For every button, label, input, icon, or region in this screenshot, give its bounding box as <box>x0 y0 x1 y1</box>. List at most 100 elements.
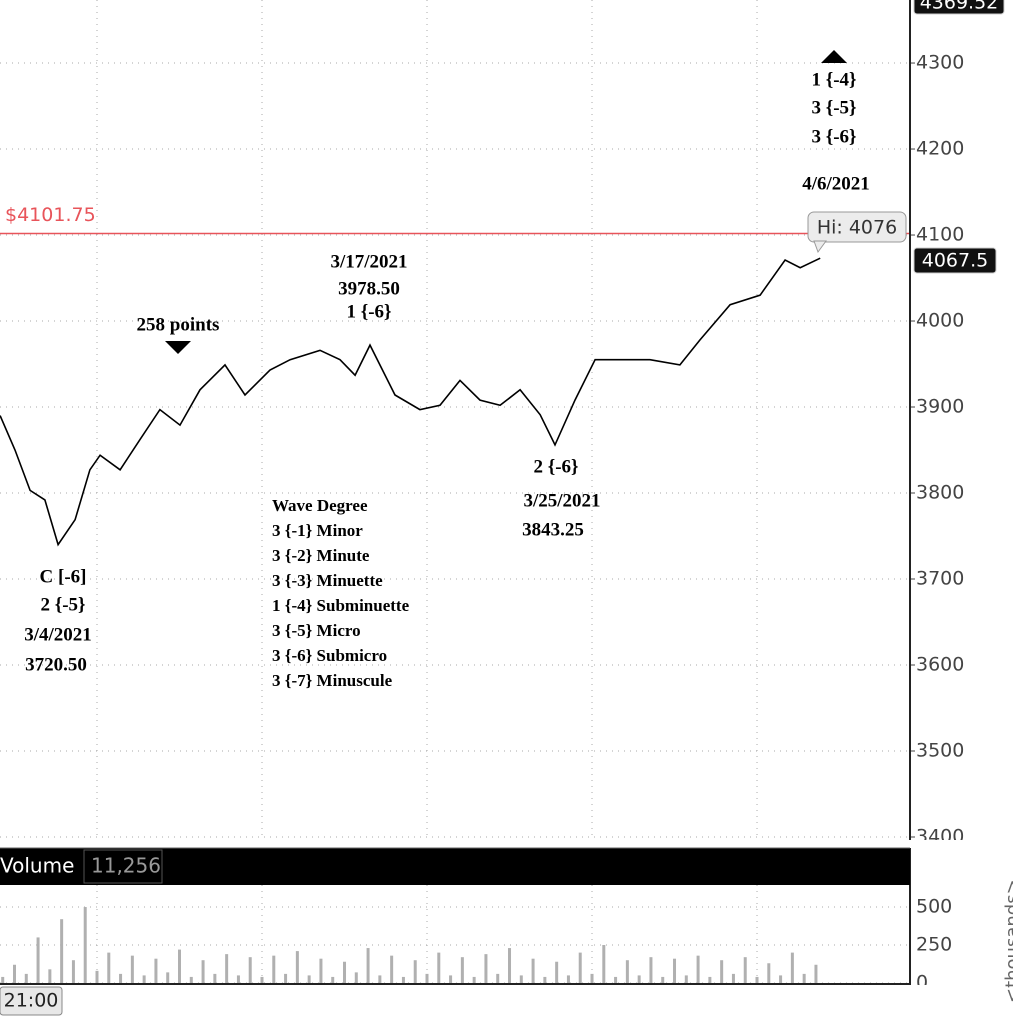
y-tick-label: 3700 <box>916 568 964 590</box>
y-tick-label: 4100 <box>916 224 964 246</box>
legend-entry: 3 {-1} Minor <box>272 521 363 540</box>
volume-bar <box>201 960 205 983</box>
volume-bar <box>767 963 771 983</box>
annotation: 3720.50 <box>25 654 87 675</box>
volume-bar <box>755 976 759 983</box>
y-tick-label: 4200 <box>916 138 964 160</box>
volume-bar <box>260 976 264 983</box>
legend-entry: 3 {-7} Minuscule <box>272 671 393 690</box>
annotation: 4/6/2021 <box>802 173 870 194</box>
volume-bar <box>390 955 394 983</box>
volume-bar <box>578 952 582 983</box>
volume-bar <box>661 976 665 983</box>
annotation: 1 {-4} <box>811 69 856 90</box>
volume-bar <box>508 948 512 983</box>
annotation: 3 {-5} <box>811 97 856 118</box>
volume-bar <box>602 945 606 983</box>
volume-bar <box>83 907 87 983</box>
annotation: 2 {-6} <box>533 456 578 477</box>
volume-bar <box>178 949 182 983</box>
volume-value: 11,256 <box>91 854 161 878</box>
volume-bar <box>460 957 464 983</box>
volume-bar <box>425 973 429 983</box>
volume-bar <box>637 975 641 983</box>
top-price-box <box>913 0 1005 15</box>
volume-bar <box>555 961 559 983</box>
volume-bar <box>331 976 335 983</box>
last-price-box <box>913 247 997 274</box>
volume-bar <box>142 975 146 983</box>
annotation: C [-6] <box>40 566 87 587</box>
volume-bar <box>625 960 629 983</box>
volume-bar <box>248 957 252 983</box>
volume-bar <box>36 937 40 983</box>
legend-entry: 3 {-2} Minute <box>272 546 370 565</box>
legend-title: Wave Degree <box>272 496 368 515</box>
annotation: 3843.25 <box>522 519 584 540</box>
annotation: 3/17/2021 <box>330 251 407 272</box>
volume-bar <box>236 975 240 983</box>
volume-bar <box>154 958 158 983</box>
volume-bar <box>213 973 217 983</box>
annotation: 258 points <box>137 314 220 335</box>
y-tick-label: 3800 <box>916 482 964 504</box>
volume-bar <box>731 973 735 983</box>
volume-bar <box>24 973 28 983</box>
legend-entry: 1 {-4} Subminuette <box>272 596 410 615</box>
annotation: 1 {-6} <box>346 301 391 322</box>
pane-divider <box>0 840 1013 848</box>
volume-bar <box>95 970 99 983</box>
volume-title: Volume <box>0 854 74 878</box>
volume-bar <box>472 976 476 983</box>
volume-bar <box>566 975 570 983</box>
volume-bar <box>295 951 299 983</box>
volume-axis-label: <thousands> <box>1002 879 1013 1003</box>
price-line <box>0 257 821 547</box>
arrow-down <box>165 341 191 354</box>
annotation: 2 {-5} <box>40 594 85 615</box>
y-tick-label: 500 <box>916 896 952 918</box>
y-tick-label: 3500 <box>916 739 964 761</box>
volume-bar <box>673 958 677 983</box>
volume-bar <box>614 976 618 983</box>
volume-bar <box>696 955 700 983</box>
volume-bar <box>319 958 323 983</box>
volume-bar <box>814 964 818 983</box>
high-callout-pointer <box>813 240 827 254</box>
volume-bar <box>60 919 64 983</box>
legend-entry: 3 {-3} Minuette <box>272 571 383 590</box>
volume-bar <box>284 973 288 983</box>
volume-bar <box>531 958 535 983</box>
volume-bar <box>189 976 193 983</box>
y-tick-label: 4300 <box>916 52 964 74</box>
volume-bar <box>401 976 405 983</box>
volume-bar <box>649 957 653 983</box>
volume-bar <box>48 969 52 983</box>
volume-bar <box>802 973 806 983</box>
y-tick-label: 4000 <box>916 310 964 332</box>
high-label: Hi: 4076 <box>817 217 897 239</box>
volume-bar <box>519 975 523 983</box>
volume-bar <box>708 976 712 983</box>
y-tick-label: 250 <box>916 934 952 956</box>
volume-bar <box>71 960 75 983</box>
volume-bar <box>12 964 16 983</box>
arrow-up <box>821 50 847 63</box>
volume-bar <box>119 973 123 983</box>
volume-bar <box>413 960 417 983</box>
volume-bar <box>437 952 441 983</box>
x-axis-strip <box>0 985 1013 1023</box>
volume-bar <box>790 952 794 983</box>
volume-bar <box>590 973 594 983</box>
volume-bar <box>107 952 111 983</box>
top-price-label: 4369.52 <box>920 0 999 14</box>
volume-bar <box>484 954 488 983</box>
volume-bar <box>449 975 453 983</box>
reference-label: $4101.75 <box>5 204 96 226</box>
volume-bar <box>684 975 688 983</box>
legend-entry: 3 {-6} Submicro <box>272 646 387 665</box>
volume-bar <box>720 960 724 983</box>
cursor-time-label: 21:00 <box>4 990 59 1012</box>
